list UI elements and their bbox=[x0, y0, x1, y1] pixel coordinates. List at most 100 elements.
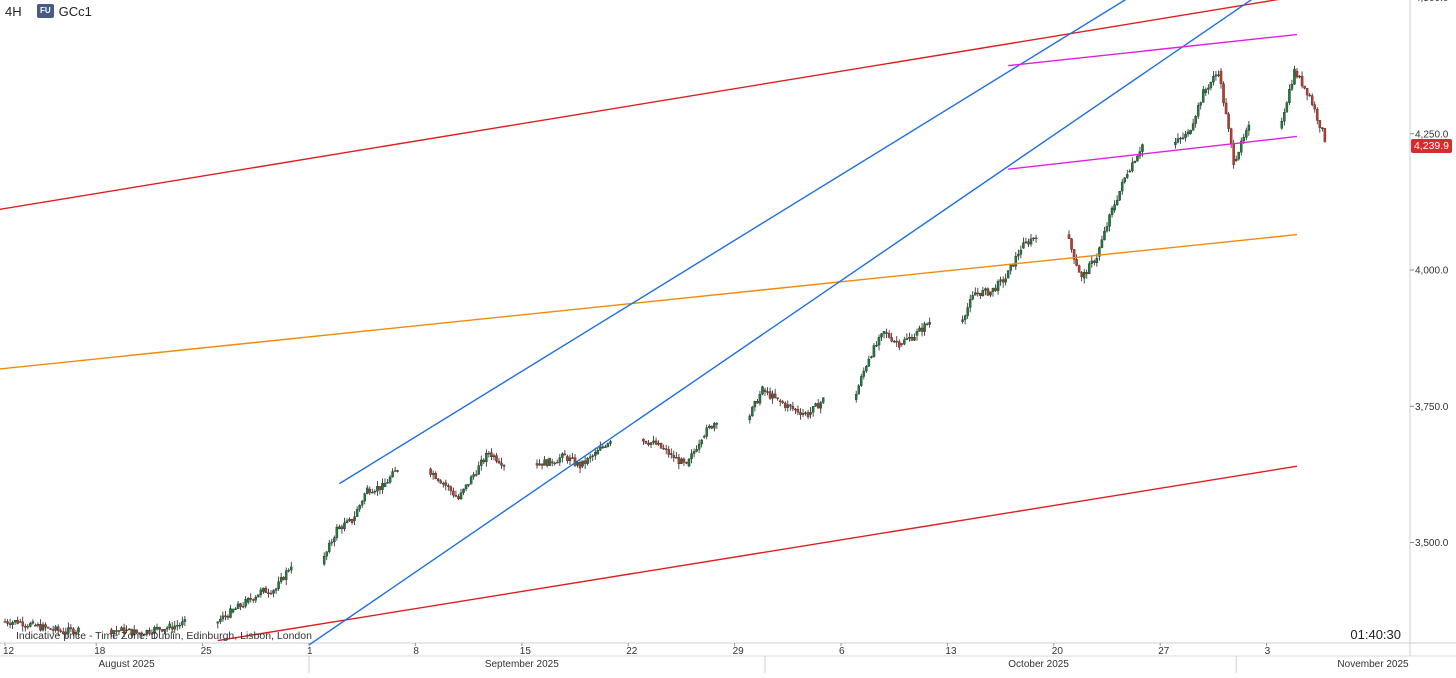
candle-body bbox=[373, 490, 377, 493]
candle-body bbox=[697, 443, 701, 450]
candle-body bbox=[173, 625, 176, 630]
candle-body bbox=[381, 482, 384, 490]
candle-body bbox=[371, 492, 374, 494]
candle-body bbox=[1313, 104, 1316, 110]
candle-body bbox=[887, 332, 891, 338]
candle-body bbox=[1006, 270, 1010, 279]
candle-body bbox=[586, 458, 589, 464]
candle-body bbox=[568, 457, 572, 461]
candle-body bbox=[968, 299, 972, 308]
candle-body bbox=[905, 338, 909, 340]
candle-body bbox=[979, 292, 982, 296]
candle-body bbox=[1009, 264, 1012, 271]
candle-body bbox=[1032, 237, 1035, 240]
candle-body bbox=[1323, 128, 1327, 142]
candle-body bbox=[571, 457, 574, 459]
y-tick-label: 3,750.0 bbox=[1415, 402, 1449, 413]
candle-body bbox=[647, 443, 650, 445]
candle-body bbox=[1214, 74, 1218, 77]
x-tick-label: 15 bbox=[520, 646, 532, 657]
candle-body bbox=[259, 589, 263, 595]
candle-body bbox=[791, 406, 795, 410]
candle-body bbox=[753, 401, 757, 408]
candle-body bbox=[1123, 177, 1126, 183]
candle-body bbox=[24, 626, 27, 628]
candle-body bbox=[1189, 130, 1192, 134]
candle-body bbox=[1181, 137, 1185, 139]
candle-body bbox=[708, 425, 711, 428]
candle-body bbox=[786, 404, 790, 408]
candle-body bbox=[867, 358, 871, 367]
candle-body bbox=[1199, 102, 1202, 106]
candle-body bbox=[1222, 83, 1225, 104]
candle-body bbox=[178, 624, 182, 627]
candle-body bbox=[1070, 238, 1073, 250]
candle-body bbox=[246, 597, 250, 603]
candle-body bbox=[439, 480, 442, 484]
candle-body bbox=[6, 621, 9, 624]
candle-body bbox=[1136, 155, 1139, 162]
candle-body bbox=[165, 627, 169, 630]
magenta-trendline bbox=[1008, 33, 1298, 67]
candle-body bbox=[125, 629, 128, 632]
candle-body bbox=[112, 630, 116, 634]
candle-body bbox=[444, 482, 448, 486]
candle-body bbox=[279, 577, 283, 582]
candle-body bbox=[442, 483, 445, 485]
candle-body bbox=[26, 626, 30, 628]
candle-body bbox=[36, 624, 40, 626]
candle-body bbox=[464, 484, 468, 490]
candle-body bbox=[368, 488, 372, 493]
candle-body bbox=[550, 461, 554, 464]
candle-body bbox=[649, 442, 653, 445]
candle-body bbox=[140, 632, 144, 635]
candle-body bbox=[801, 413, 805, 415]
candle-body bbox=[158, 626, 161, 630]
candle-body bbox=[244, 599, 247, 607]
red-trendline bbox=[0, 0, 1280, 211]
candle-body bbox=[1004, 278, 1007, 283]
candle-body bbox=[378, 486, 382, 490]
candle-body bbox=[664, 448, 668, 450]
candle-body bbox=[1088, 263, 1091, 275]
candle-body bbox=[231, 609, 235, 613]
candle-body bbox=[49, 628, 52, 630]
candle-body bbox=[748, 415, 752, 421]
candle-body bbox=[1247, 124, 1251, 131]
candle-body bbox=[1217, 74, 1220, 76]
candle-body bbox=[596, 450, 600, 455]
blue-trendline bbox=[308, 0, 1253, 646]
candle-body bbox=[814, 403, 817, 407]
candle-body bbox=[794, 408, 797, 411]
candle-body bbox=[348, 518, 351, 521]
candle-body bbox=[976, 292, 980, 295]
candle-body bbox=[155, 626, 159, 630]
candle-body bbox=[434, 473, 437, 480]
candle-body bbox=[160, 629, 164, 632]
candle-body bbox=[910, 336, 914, 341]
candle-body bbox=[492, 455, 496, 458]
blue-trendline bbox=[339, 0, 1127, 485]
candle-body bbox=[923, 323, 926, 332]
candle-body bbox=[249, 597, 252, 600]
x-tick-label: 12 bbox=[3, 646, 15, 657]
candle-body bbox=[477, 465, 480, 475]
timeframe-label[interactable]: 4H bbox=[5, 3, 22, 19]
candle-body bbox=[360, 500, 364, 506]
candle-body bbox=[918, 327, 921, 332]
candle-body bbox=[8, 623, 12, 625]
symbol-header[interactable]: FU GCc1 bbox=[37, 2, 92, 20]
magenta-trendline bbox=[1008, 135, 1298, 170]
candle-body bbox=[1118, 190, 1121, 201]
candle-body bbox=[328, 542, 331, 552]
y-tick-label: 4,000.0 bbox=[1415, 266, 1449, 277]
candle-body bbox=[29, 623, 32, 627]
candle-body bbox=[1113, 204, 1116, 211]
candle-body bbox=[682, 458, 686, 463]
candle-body bbox=[667, 449, 670, 455]
candle-body bbox=[11, 622, 14, 625]
candle-body bbox=[269, 592, 273, 595]
candle-body bbox=[870, 356, 873, 358]
